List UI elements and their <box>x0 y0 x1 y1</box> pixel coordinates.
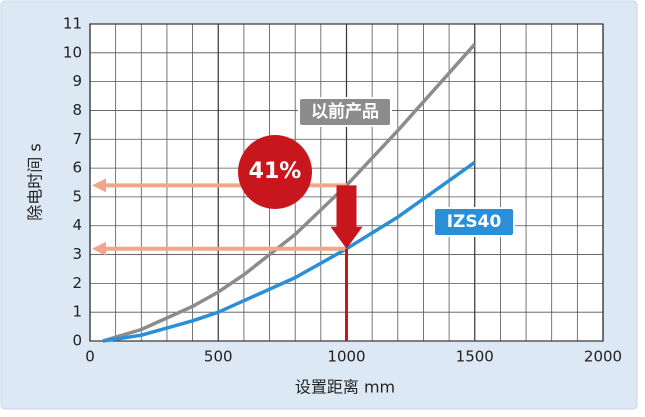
series-name: 以前产品 <box>311 101 379 122</box>
reduction-arrow <box>330 185 363 249</box>
reduction-label: 41% <box>249 159 302 184</box>
y-tick-label: 6 <box>72 159 82 177</box>
x-tick-label: 2000 <box>584 348 622 366</box>
x-tick-label: 0 <box>85 348 95 366</box>
x-tick-label: 500 <box>204 348 233 366</box>
guide-arrowhead <box>92 178 106 193</box>
y-tick-label: 10 <box>63 43 82 61</box>
series-tag <box>298 97 392 127</box>
x-tick-label: 1500 <box>456 348 494 366</box>
guide-arrowhead <box>92 241 106 256</box>
y-tick-label: 5 <box>72 187 82 205</box>
y-tick-label: 0 <box>72 332 82 350</box>
x-axis-title: 设置距离 mm <box>295 378 395 397</box>
y-tick-label: 2 <box>72 274 82 292</box>
series-line <box>102 160 476 343</box>
y-tick-label: 11 <box>63 15 82 33</box>
y-tick-label: 7 <box>72 130 82 148</box>
y-tick-label: 3 <box>72 245 82 263</box>
x-tick-label: 1000 <box>327 348 365 366</box>
reduction-badge <box>238 135 312 209</box>
y-tick-label: 9 <box>72 72 82 90</box>
series-name: IZS40 <box>447 212 502 232</box>
series-line <box>102 43 477 343</box>
series-tag <box>433 207 515 237</box>
y-axis-title: 除电时间 s <box>26 143 45 220</box>
y-tick-label: 8 <box>72 101 82 119</box>
y-tick-label: 4 <box>72 216 82 234</box>
y-tick-label: 1 <box>72 303 82 321</box>
